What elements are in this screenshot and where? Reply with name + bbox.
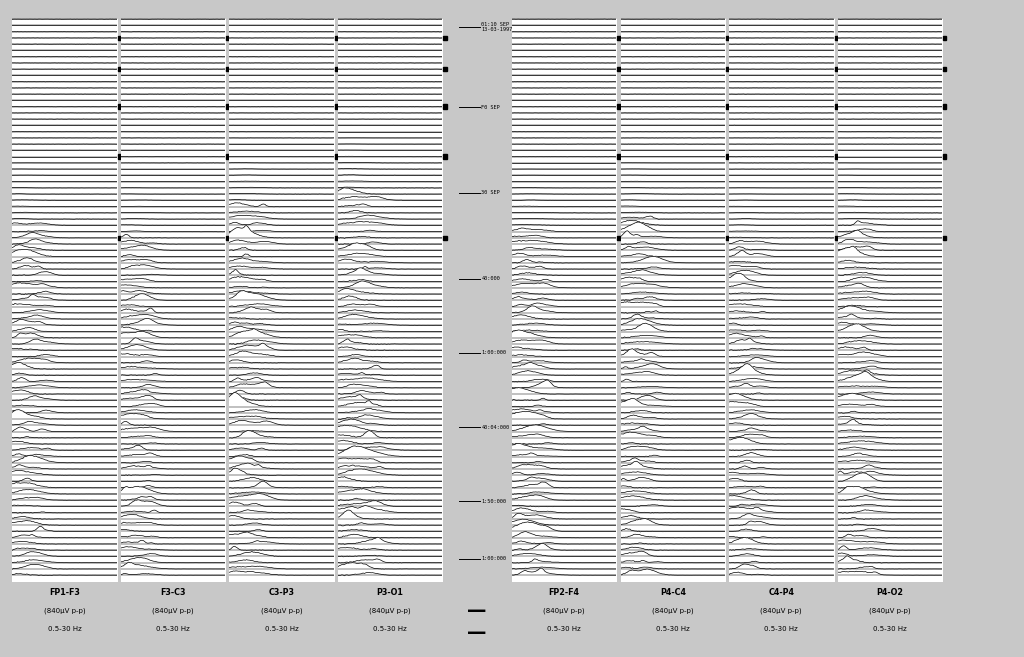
Bar	[726, 236, 729, 240]
Text: (840µV p-p): (840µV p-p)	[761, 608, 802, 614]
Bar	[835, 236, 838, 240]
Text: 01:10 SEP
13-03-1997: 01:10 SEP 13-03-1997	[481, 22, 513, 32]
Bar	[726, 35, 729, 40]
Text: (840µV p-p): (840µV p-p)	[544, 608, 585, 614]
Bar	[226, 236, 229, 240]
Text: P4-O2: P4-O2	[877, 588, 903, 597]
Text: (840µV p-p): (840µV p-p)	[652, 608, 693, 614]
Bar	[835, 104, 838, 109]
Text: 0.5-30 Hz: 0.5-30 Hz	[765, 626, 798, 632]
Bar	[943, 67, 946, 72]
Bar	[443, 236, 446, 240]
Text: 0.5-30 Hz: 0.5-30 Hz	[48, 626, 81, 632]
Text: F3-C3: F3-C3	[161, 588, 185, 597]
Bar	[943, 154, 946, 159]
Bar	[335, 104, 338, 109]
Bar	[118, 236, 121, 240]
Bar	[617, 67, 621, 72]
Text: (840µV p-p): (840µV p-p)	[44, 608, 85, 614]
Text: 0.5-30 Hz: 0.5-30 Hz	[548, 626, 581, 632]
Bar	[943, 35, 946, 40]
Bar	[226, 35, 229, 40]
Text: 0.5-30 Hz: 0.5-30 Hz	[873, 626, 906, 632]
Bar	[726, 67, 729, 72]
Text: 40:000: 40:000	[481, 276, 500, 281]
Text: 0.5-30 Hz: 0.5-30 Hz	[374, 626, 407, 632]
Text: (840µV p-p): (840µV p-p)	[869, 608, 910, 614]
Text: C4-P4: C4-P4	[768, 588, 795, 597]
Text: 1:00:000: 1:00:000	[481, 350, 507, 355]
Bar	[726, 104, 729, 109]
Bar	[335, 67, 338, 72]
Text: F0 SEP: F0 SEP	[481, 104, 500, 110]
Text: 30 SEP: 30 SEP	[481, 191, 500, 195]
Text: (840µV p-p): (840µV p-p)	[261, 608, 302, 614]
Bar	[118, 104, 121, 109]
Bar	[443, 104, 446, 109]
Bar	[118, 67, 121, 72]
Bar	[617, 154, 621, 159]
Bar	[835, 67, 838, 72]
Bar	[617, 104, 621, 109]
Bar	[443, 154, 446, 159]
Bar	[335, 35, 338, 40]
Text: 1:00:000: 1:00:000	[481, 556, 507, 561]
Bar	[943, 104, 946, 109]
Text: 0.5-30 Hz: 0.5-30 Hz	[656, 626, 689, 632]
Bar	[835, 154, 838, 159]
Text: FP2-F4: FP2-F4	[549, 588, 580, 597]
Bar	[118, 154, 121, 159]
Text: (840µV p-p): (840µV p-p)	[153, 608, 194, 614]
Bar	[443, 35, 446, 40]
Bar	[943, 236, 946, 240]
Text: C3-P3: C3-P3	[268, 588, 295, 597]
Text: 0.5-30 Hz: 0.5-30 Hz	[157, 626, 189, 632]
Bar	[835, 35, 838, 40]
Bar	[335, 154, 338, 159]
Bar	[726, 154, 729, 159]
Text: 1:50:000: 1:50:000	[481, 499, 507, 504]
Bar	[118, 35, 121, 40]
Bar	[226, 67, 229, 72]
Text: FP1-F3: FP1-F3	[49, 588, 80, 597]
Text: —
—: — —	[468, 601, 486, 642]
Text: 40:04:000: 40:04:000	[481, 424, 510, 430]
Text: 0.5-30 Hz: 0.5-30 Hz	[265, 626, 298, 632]
Bar	[443, 67, 446, 72]
Text: P4-C4: P4-C4	[659, 588, 686, 597]
Bar	[617, 236, 621, 240]
Bar	[226, 154, 229, 159]
Bar	[335, 236, 338, 240]
Bar	[617, 35, 621, 40]
Text: (840µV p-p): (840µV p-p)	[370, 608, 411, 614]
Bar	[226, 104, 229, 109]
Text: P3-O1: P3-O1	[377, 588, 403, 597]
